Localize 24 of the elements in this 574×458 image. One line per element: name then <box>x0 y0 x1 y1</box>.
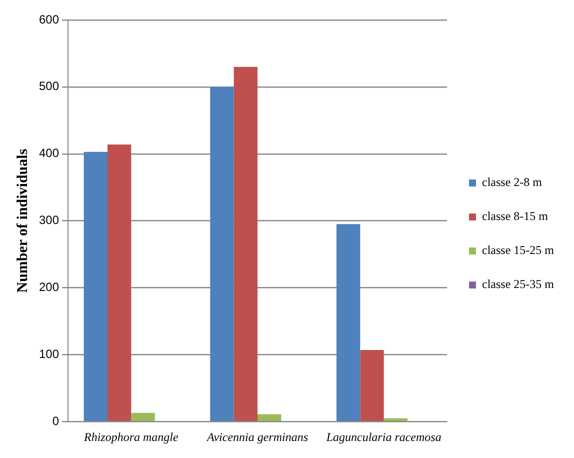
legend-label: classe 8-15 m <box>482 209 549 224</box>
bar <box>360 350 384 421</box>
legend-label: classe 25-35 m <box>482 277 555 292</box>
x-tick-label: Rhizophora mangle <box>83 430 180 444</box>
x-tick-label: Laguncularia racemosa <box>325 430 442 444</box>
y-tick-label: 200 <box>38 280 60 294</box>
legend-label: classe 15-25 m <box>482 243 555 258</box>
bar <box>108 144 132 421</box>
bar <box>384 418 408 421</box>
bar <box>131 412 155 421</box>
bar <box>234 66 258 421</box>
bar <box>84 152 108 421</box>
bar <box>210 86 234 421</box>
y-tick-label: 0 <box>52 414 60 428</box>
bar <box>336 224 360 421</box>
bar <box>258 414 282 421</box>
y-axis-title: Number of individuals <box>14 148 31 293</box>
y-tick-label: 500 <box>38 79 60 94</box>
y-tick-label: 400 <box>38 146 60 160</box>
x-tick-label: Avicennia germinans <box>206 430 308 444</box>
y-tick-label: 100 <box>38 346 60 361</box>
legend-label: classe 2-8 m <box>482 175 543 190</box>
y-tick-label: 300 <box>38 213 60 228</box>
y-tick-label: 600 <box>38 12 60 26</box>
